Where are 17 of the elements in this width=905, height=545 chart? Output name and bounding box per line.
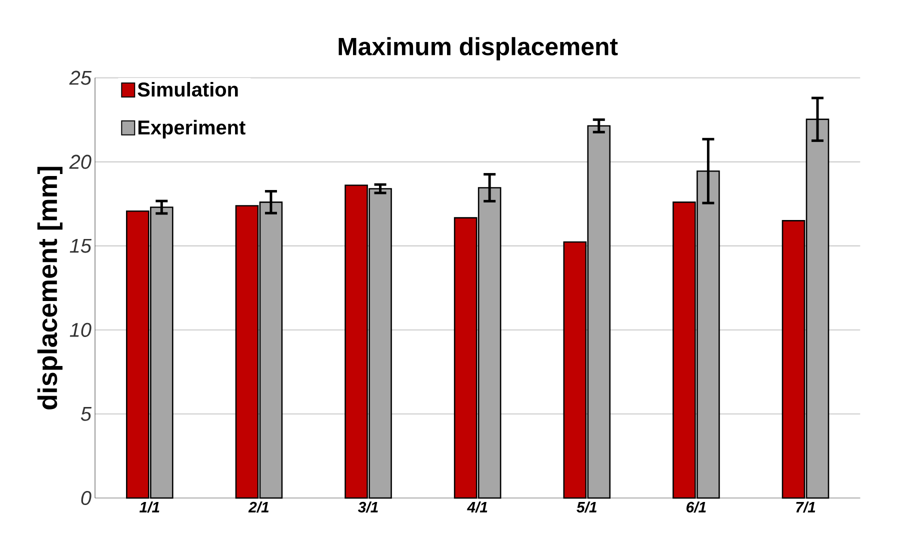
y-tick-label: 15: [70, 238, 92, 253]
x-tick-label: 7/1: [796, 502, 816, 513]
y-tick-label: 0: [81, 490, 92, 506]
y-tick-label: 25: [69, 70, 92, 85]
y-tick-label: 10: [70, 322, 92, 337]
y-axis-title: displacement [mm]: [37, 166, 62, 410]
legend-label: Simulation: [138, 82, 238, 97]
x-tick-label: 4/1: [466, 502, 488, 513]
chart-title: Maximum displacement: [338, 37, 618, 60]
y-tick-label: 5: [80, 407, 92, 421]
legend-label: Experiment: [138, 120, 246, 138]
x-tick-label: 1/1: [140, 502, 160, 513]
x-tick-label: 2/1: [248, 502, 269, 513]
x-tick-label: 5/1: [576, 502, 596, 513]
x-tick-label: 3/1: [358, 502, 378, 513]
x-tick-label: 6/1: [686, 502, 706, 513]
y-tick-label: 20: [69, 154, 92, 169]
